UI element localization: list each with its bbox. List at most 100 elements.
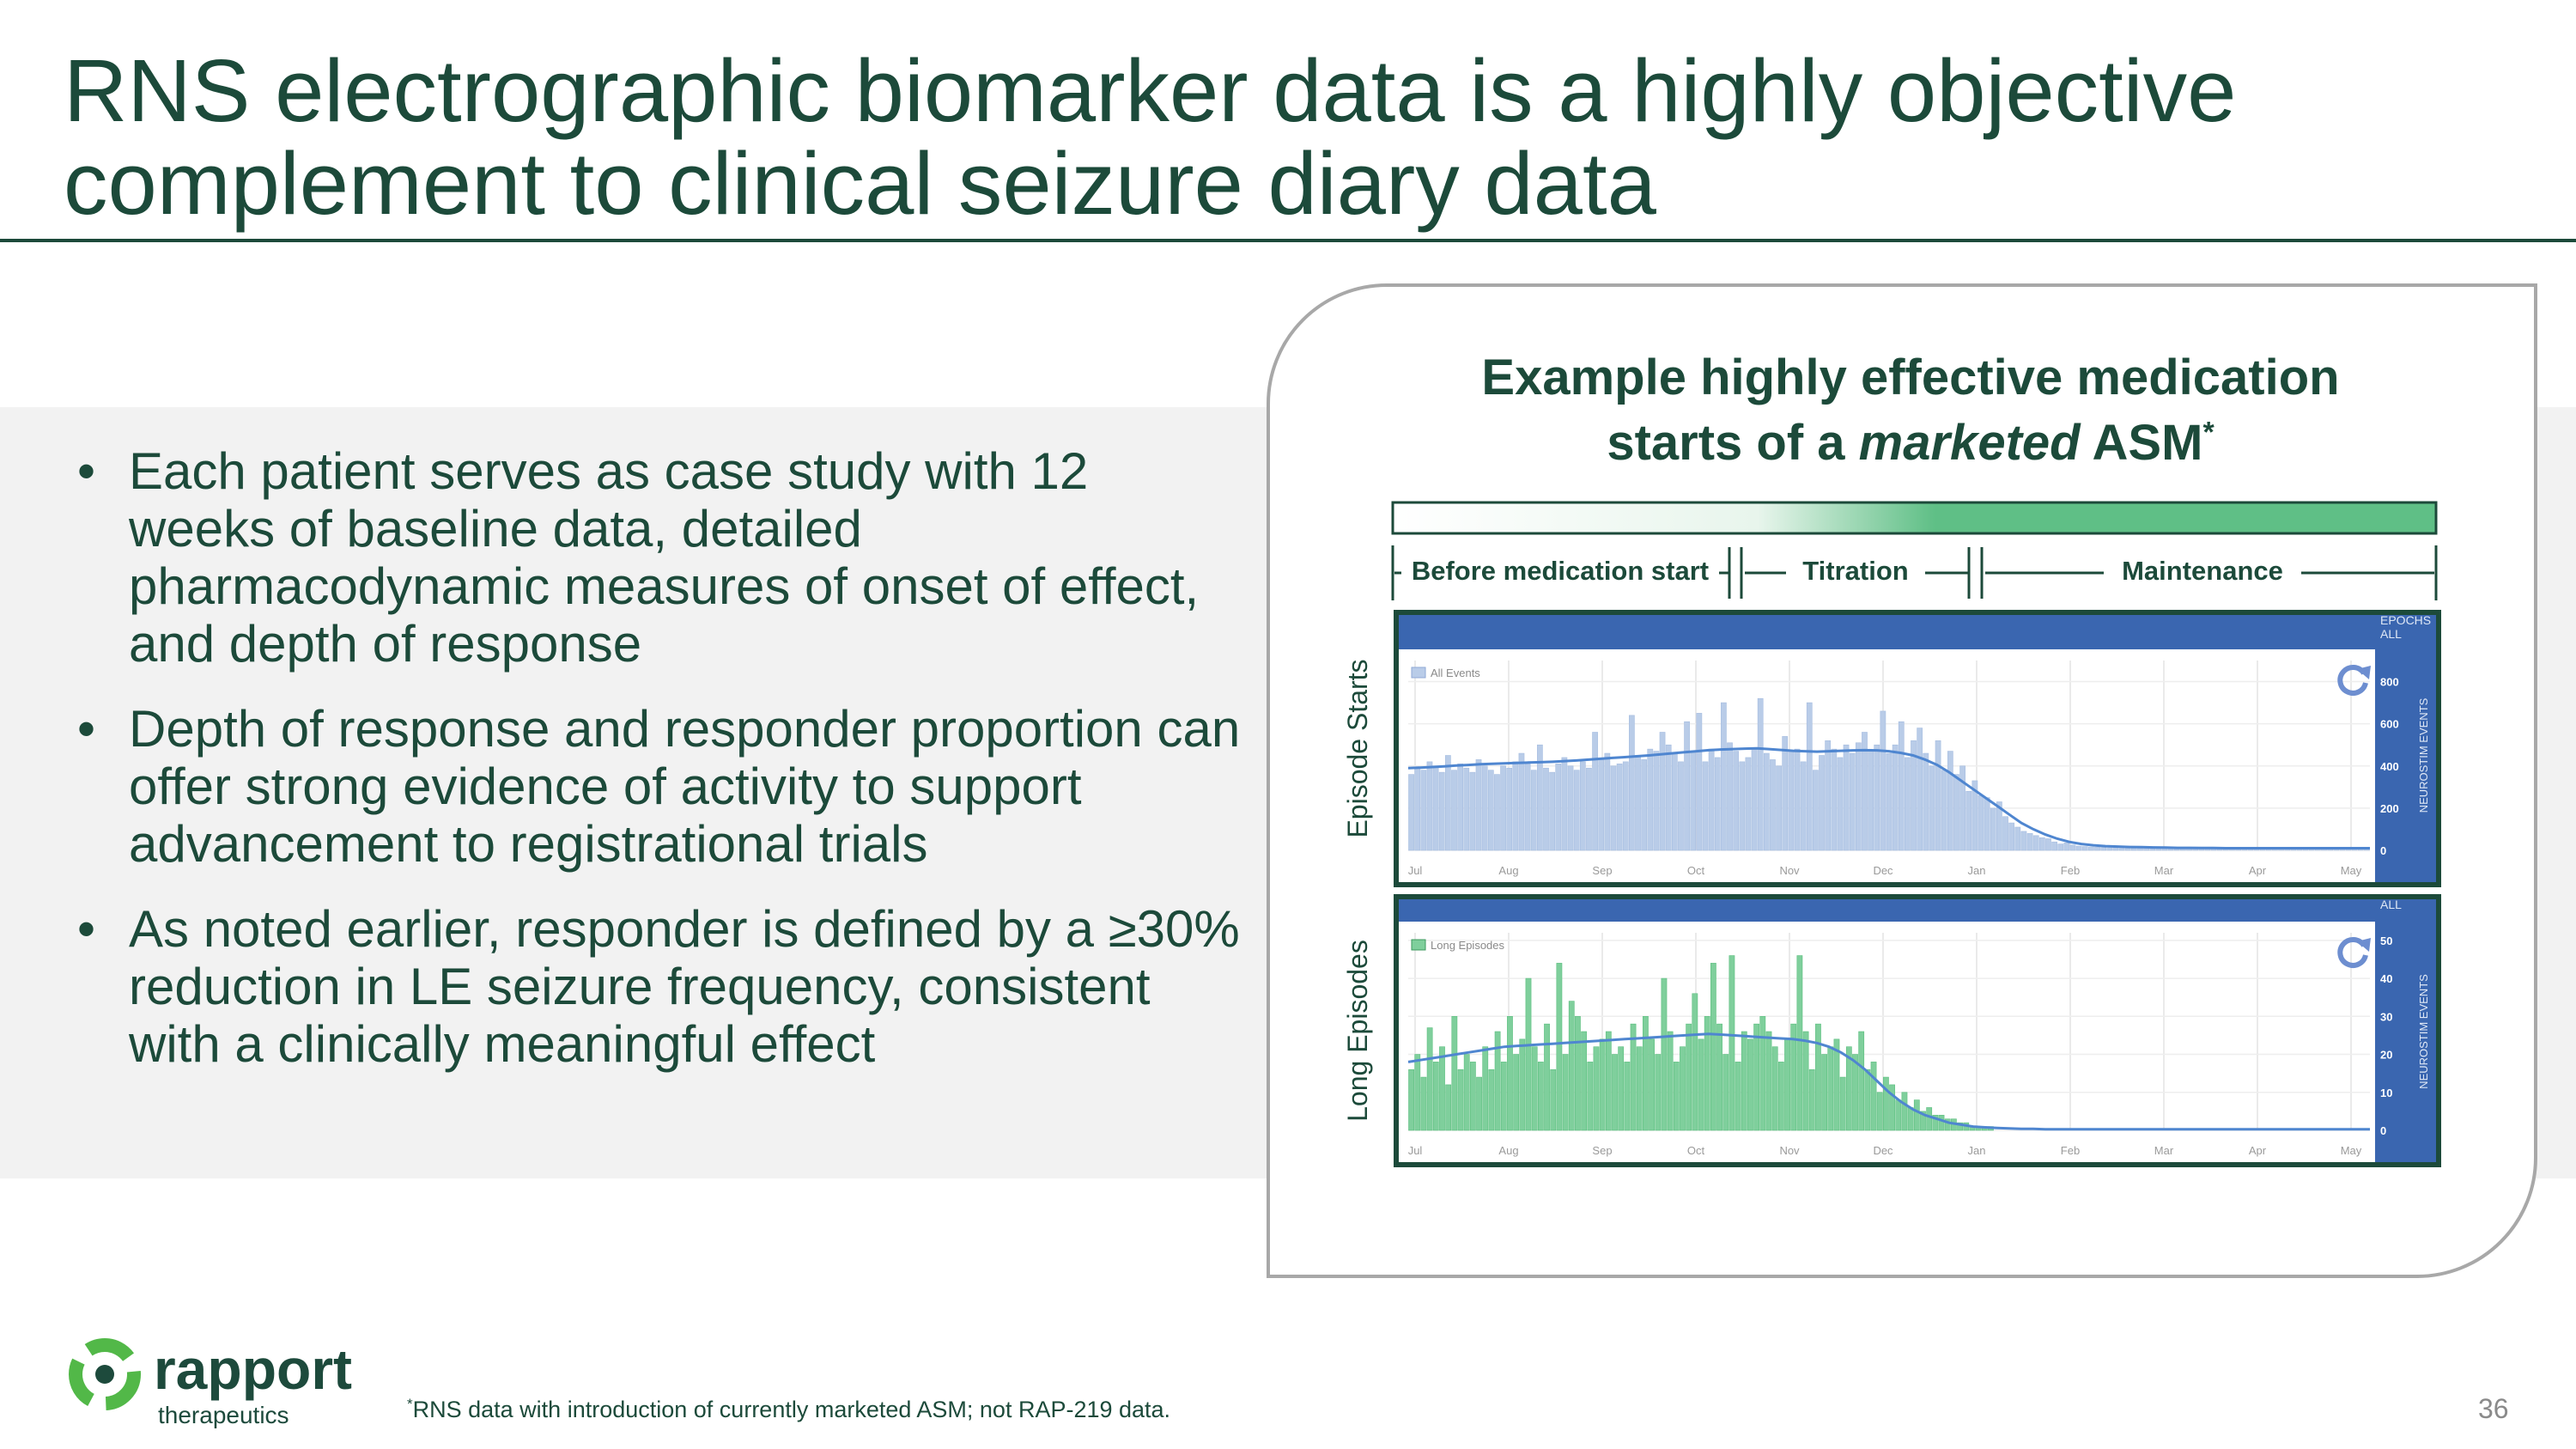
- footnote-text: RNS data with introduction of currently …: [412, 1397, 1171, 1422]
- episode-starts-bar: [1678, 761, 1684, 851]
- long-episodes-x-tick-label: Nov: [1779, 1144, 1800, 1157]
- long-episodes-y-tick-label: 40: [2380, 972, 2392, 985]
- episode-starts-bar: [1598, 759, 1605, 851]
- episode-starts-bar: [1537, 744, 1543, 851]
- episode-starts-bar: [2038, 837, 2045, 851]
- page-title: RNS electrographic biomarker data is a h…: [64, 41, 2237, 233]
- phase-label-titration: Titration: [1802, 556, 1908, 586]
- episode-starts-bar: [1445, 755, 1451, 851]
- episode-starts-bar: [1414, 767, 1421, 851]
- episode-starts-bar: [1874, 744, 1880, 851]
- episode-starts-bar: [1457, 764, 1464, 851]
- bullet-item: • As noted earlier, responder is defined …: [77, 900, 1245, 1073]
- episode-starts-y-tick-label: 400: [2380, 760, 2399, 773]
- episode-starts-bar: [1641, 759, 1648, 851]
- footnote: *RNS data with introduction of currently…: [407, 1396, 1170, 1423]
- page-number: 36: [2478, 1393, 2509, 1424]
- long-episodes-bar: [1808, 1068, 1815, 1131]
- episode-starts-bar: [2124, 848, 2131, 851]
- long-episodes-bar: [1599, 1038, 1606, 1131]
- long-episodes-bar: [1507, 1016, 1513, 1131]
- long-episodes-bar: [1587, 1062, 1594, 1131]
- episode-starts-bar: [1629, 715, 1635, 851]
- long-episodes-x-tick-label: Aug: [1498, 1144, 1518, 1157]
- episode-starts-bar: [1659, 732, 1666, 851]
- episode-starts-bar: [1947, 751, 1953, 851]
- episode-starts-bar: [1776, 765, 1782, 851]
- long-episodes-bar: [1716, 1023, 1722, 1131]
- episode-starts-bar: [1721, 702, 1727, 851]
- long-episodes-bar: [1439, 1046, 1445, 1131]
- episode-starts-bar: [1862, 732, 1868, 851]
- episode-starts-x-tick-label: Jul: [1408, 864, 1423, 877]
- episode-starts-bar: [1530, 770, 1537, 851]
- long-episodes-bar: [1741, 1031, 1747, 1131]
- chart-title-italic: marketed: [1858, 415, 2081, 471]
- episode-starts-bar: [1451, 770, 1457, 851]
- long-episodes-bar: [1457, 1068, 1464, 1131]
- episode-starts-bar: [1935, 740, 1941, 851]
- long-episodes-bar: [1821, 1054, 1828, 1131]
- long-episodes-x-tick-label: Apr: [2249, 1144, 2267, 1157]
- biomarker-chart: Before medication start Titration Maintena…: [1342, 501, 2441, 1167]
- episode-starts-bar: [1518, 752, 1525, 851]
- episode-starts-bar: [1843, 744, 1850, 851]
- chart-title: Example highly effective medication star…: [1322, 345, 2499, 476]
- long-episodes-bar: [1796, 955, 1803, 1131]
- episode-starts-bar: [1616, 764, 1623, 851]
- long-episodes-bar: [1575, 1016, 1581, 1131]
- episode-starts-bar: [1978, 795, 1984, 851]
- episode-starts-bar: [1892, 744, 1899, 851]
- episode-starts-bar: [1831, 748, 1838, 851]
- episode-starts-bar: [1432, 765, 1439, 851]
- episode-starts-bar: [1996, 801, 2002, 851]
- episode-starts-bar: [2063, 843, 2070, 851]
- long-episodes-bar: [1710, 963, 1716, 1131]
- episode-starts-bar: [1573, 770, 1580, 851]
- episode-starts-bar: [1561, 757, 1568, 851]
- long-episodes-bar: [1451, 1016, 1458, 1131]
- episode-starts-x-tick-label: Dec: [1873, 864, 1893, 877]
- long-episodes-bar: [1765, 1031, 1772, 1131]
- long-episodes-bar: [1747, 1038, 1753, 1131]
- episode-starts-bar: [1880, 710, 1886, 851]
- episode-starts-x-tick-label: May: [2341, 864, 2362, 877]
- long-episodes-bar: [1938, 1115, 1945, 1131]
- episode-starts-panel-header: [1399, 615, 2436, 649]
- chart-title-line1: Example highly effective medication: [1481, 350, 2340, 405]
- episode-starts-bar: [1543, 767, 1549, 851]
- episode-starts-bar: [1733, 751, 1740, 851]
- long-episodes-bar: [1568, 1001, 1575, 1131]
- episode-starts-bar: [1567, 765, 1574, 851]
- episode-starts-bar: [1549, 771, 1556, 851]
- long-episodes-bar: [1926, 1107, 1933, 1131]
- long-episodes-x-tick-label: Jan: [1968, 1144, 1986, 1157]
- episode-starts-bar: [1610, 765, 1617, 851]
- long-episodes-bar: [1661, 977, 1668, 1131]
- long-episodes-bar: [1636, 1046, 1643, 1131]
- episode-starts-x-tick-label: Oct: [1687, 864, 1705, 877]
- episode-starts-bar: [1702, 761, 1709, 851]
- bullet-marker: •: [77, 700, 96, 758]
- long-episodes-bar: [1649, 1038, 1655, 1131]
- episode-starts-bar: [1763, 752, 1770, 851]
- episode-starts-bar: [2002, 816, 2008, 851]
- episode-starts-bar: [1849, 752, 1856, 851]
- long-episodes-bar: [1556, 963, 1563, 1131]
- long-episodes-x-tick-label: Dec: [1873, 1144, 1893, 1157]
- long-episodes-bar: [1864, 1068, 1871, 1131]
- long-episodes-bar: [1771, 1046, 1778, 1131]
- phase-gradient-bar: [1391, 501, 2438, 535]
- episode-starts-bar: [1953, 774, 1959, 851]
- long-episodes-bar: [1544, 1023, 1550, 1131]
- long-episodes-bar: [1618, 1046, 1625, 1131]
- long-episodes-x-tick-label: Sep: [1592, 1144, 1612, 1157]
- episode-starts-bar: [2149, 848, 2156, 851]
- long-episodes-bar: [1815, 1023, 1821, 1131]
- episode-starts-bar: [2118, 848, 2125, 851]
- episode-starts-bar: [2106, 847, 2113, 851]
- long-episodes-bar: [1944, 1118, 1951, 1131]
- long-episodes-bar: [1445, 1084, 1452, 1131]
- episode-starts-x-tick-label: Mar: [2154, 864, 2174, 877]
- logo-mark-icon: [69, 1338, 141, 1410]
